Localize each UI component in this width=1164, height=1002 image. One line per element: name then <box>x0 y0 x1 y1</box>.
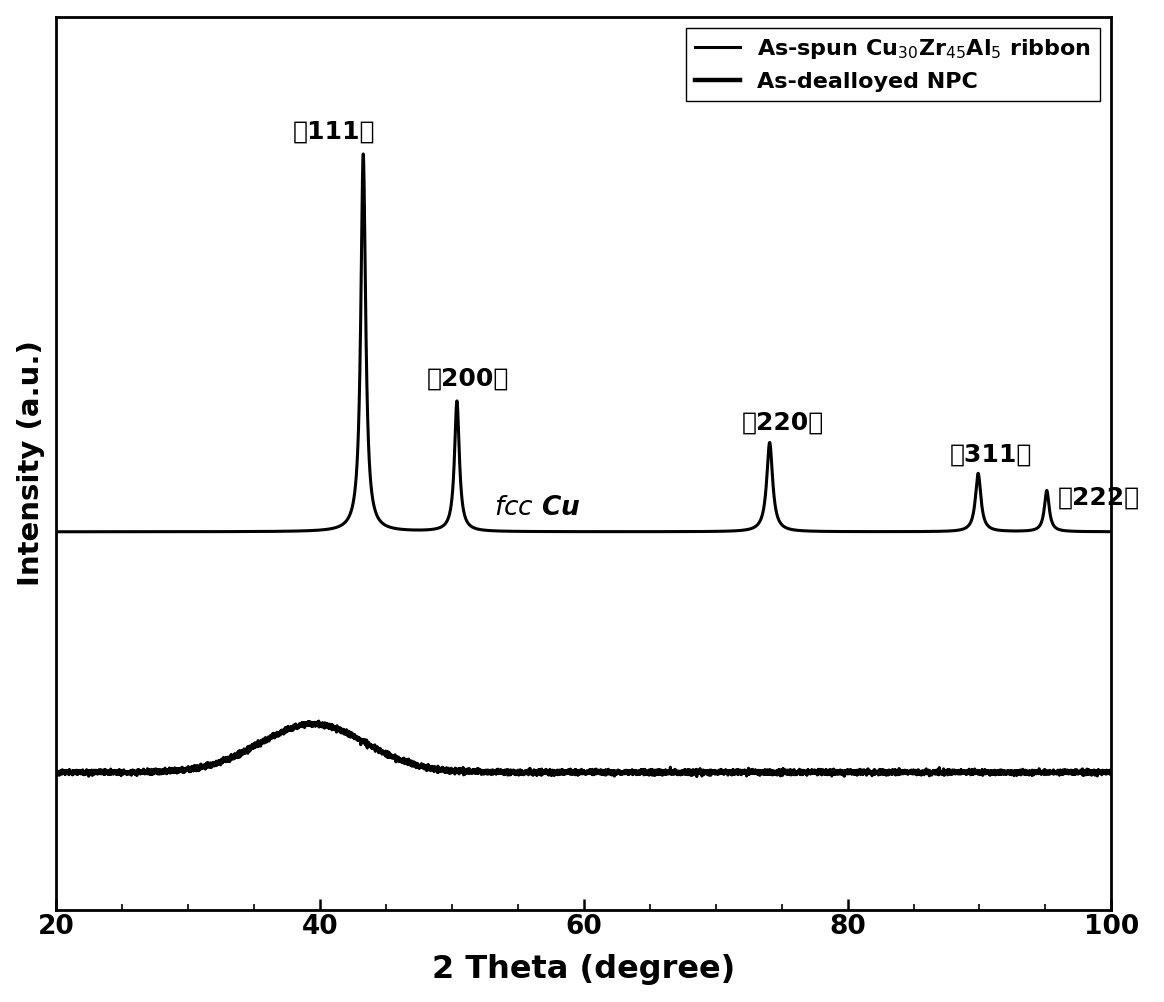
Text: （111）: （111） <box>293 119 376 143</box>
Text: $fcc$ Cu: $fcc$ Cu <box>494 495 581 521</box>
X-axis label: 2 Theta (degree): 2 Theta (degree) <box>432 954 736 985</box>
Text: （311）: （311） <box>950 443 1032 467</box>
Y-axis label: Intensity (a.u.): Intensity (a.u.) <box>16 341 44 586</box>
Text: （200）: （200） <box>426 367 509 391</box>
Text: （222）: （222） <box>1057 485 1140 509</box>
Text: （220）: （220） <box>741 410 824 434</box>
Legend: As-spun Cu$_{30}$Zr$_{45}$Al$_5$ ribbon, As-dealloyed NPC: As-spun Cu$_{30}$Zr$_{45}$Al$_5$ ribbon,… <box>687 28 1100 100</box>
